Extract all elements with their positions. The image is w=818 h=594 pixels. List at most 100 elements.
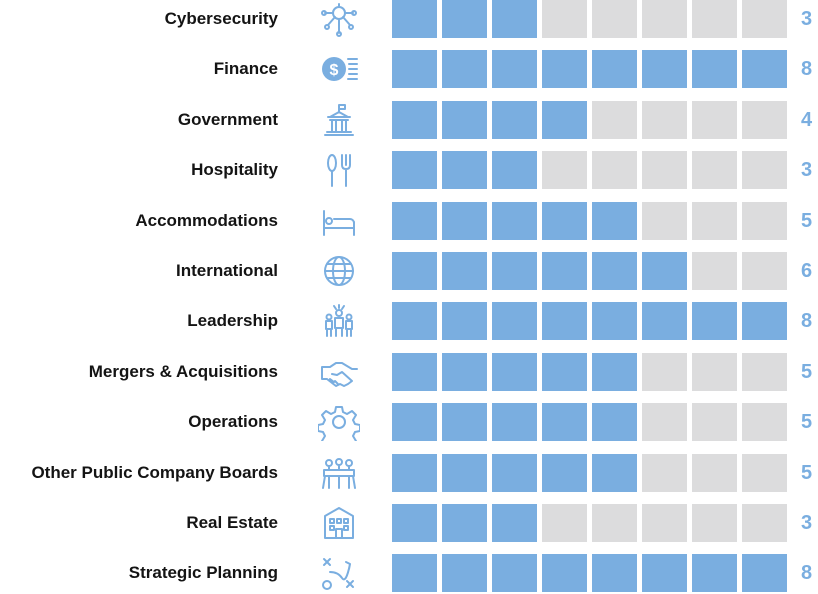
- bar-segment-filled: [442, 302, 487, 341]
- bar-segment-filled: [392, 0, 437, 38]
- bar-segment-empty: [692, 403, 737, 442]
- bar-segment-filled: [592, 50, 637, 89]
- bar-segment-filled: [392, 554, 437, 593]
- bar-segment-empty: [742, 252, 787, 290]
- bar-segment-filled: [492, 50, 537, 89]
- value-label: 5: [800, 411, 813, 434]
- bar-segment-empty: [692, 0, 737, 38]
- spoon-fork-icon: [318, 151, 360, 189]
- bar-segment-empty: [542, 504, 587, 542]
- bar-segment-empty: [742, 151, 787, 190]
- bar-segment-filled: [492, 554, 537, 593]
- bar-segment-empty: [692, 252, 737, 290]
- bar-segment-filled: [542, 403, 587, 442]
- bar-segment-filled: [442, 151, 487, 190]
- bar-segment-empty: [742, 453, 787, 492]
- bar-segment-filled: [392, 352, 437, 391]
- value-label: 5: [800, 209, 813, 232]
- bar-segment-filled: [442, 554, 487, 593]
- circuit-brain-icon: [318, 0, 360, 38]
- bar-segment-filled: [392, 151, 437, 190]
- category-label: Cybersecurity: [164, 9, 278, 28]
- value-label: 6: [800, 260, 813, 282]
- bar-segment-filled: [492, 100, 537, 139]
- bar-segment-filled: [492, 302, 537, 341]
- bar-segment-empty: [692, 504, 737, 542]
- bar-segment-filled: [692, 50, 737, 89]
- bar-segment-filled: [392, 453, 437, 492]
- bar-segment-filled: [692, 302, 737, 341]
- bar-segment-empty: [742, 0, 787, 38]
- bar-segment-filled: [492, 201, 537, 240]
- chart-row: Hospitality 3: [0, 151, 818, 190]
- bar-segment-empty: [692, 151, 737, 190]
- bar-segment-filled: [542, 302, 587, 341]
- bar-segment-empty: [642, 0, 687, 38]
- bar-segment-empty: [742, 201, 787, 240]
- bar-segment-filled: [442, 403, 487, 442]
- bar-segment-filled: [592, 302, 637, 341]
- category-label: Government: [177, 109, 278, 129]
- bar-segment-filled: [392, 100, 437, 139]
- bar-segment-empty: [692, 100, 737, 139]
- value-label: 8: [800, 562, 813, 585]
- chart-row: Government 4: [0, 100, 818, 139]
- chart-row: Finance $8: [0, 50, 818, 89]
- bar-segment-filled: [592, 403, 637, 442]
- bar-segment-empty: [692, 453, 737, 492]
- bar-segment-filled: [592, 554, 637, 593]
- bar-segment-filled: [692, 554, 737, 593]
- bar-segment-filled: [492, 252, 537, 290]
- globe-icon: [318, 252, 360, 290]
- bar-segment-filled: [492, 403, 537, 442]
- bar-segment-filled: [442, 453, 487, 492]
- chart-row: Accommodations 5: [0, 201, 818, 240]
- bar-segment-filled: [742, 302, 787, 341]
- value-label: 5: [800, 461, 813, 484]
- bar-segment-filled: [492, 0, 537, 38]
- category-label: Operations: [188, 412, 278, 432]
- bar-segment-filled: [742, 50, 787, 89]
- bar-segment-filled: [542, 352, 587, 391]
- bar-segment-filled: [492, 453, 537, 492]
- real-estate-building-icon: [318, 504, 360, 542]
- value-label: 3: [800, 512, 813, 534]
- bar-segment-empty: [642, 352, 687, 391]
- bar-segment-filled: [642, 554, 687, 593]
- bar-segment-filled: [592, 453, 637, 492]
- bar-segment-filled: [592, 201, 637, 240]
- bar-segment-empty: [542, 151, 587, 190]
- leadership-people-icon: [318, 302, 360, 340]
- bar-segment-filled: [492, 352, 537, 391]
- bar-segment-empty: [642, 201, 687, 240]
- bar-segment-empty: [642, 151, 687, 190]
- chart-row: Operations 5: [0, 403, 818, 442]
- bar-segment-empty: [542, 0, 587, 38]
- bar-segment-filled: [442, 0, 487, 38]
- bar-segment-empty: [742, 352, 787, 391]
- bar-segment-empty: [642, 504, 687, 542]
- bar-segment-filled: [592, 352, 637, 391]
- category-label: Leadership: [187, 311, 278, 331]
- bar-segment-filled: [442, 201, 487, 240]
- value-label: 5: [800, 360, 813, 383]
- bar-segment-filled: [542, 252, 587, 290]
- boardroom-table-icon: [318, 454, 360, 492]
- money-coins-icon: $: [318, 50, 360, 88]
- bar-segment-empty: [692, 201, 737, 240]
- svg-text:$: $: [330, 62, 339, 79]
- value-label: 3: [800, 159, 813, 182]
- bar-segment-empty: [742, 504, 787, 542]
- bar-segment-filled: [742, 554, 787, 593]
- bar-segment-filled: [392, 252, 437, 290]
- chart-row: Cybersecurity 3: [0, 0, 818, 38]
- bar-segment-empty: [642, 453, 687, 492]
- bar-segment-filled: [442, 504, 487, 542]
- value-label: 8: [800, 58, 813, 81]
- category-label: Hospitality: [191, 160, 278, 180]
- bar-segment-filled: [442, 100, 487, 139]
- bar-segment-filled: [492, 504, 537, 542]
- bar-segment-empty: [742, 100, 787, 139]
- bar-segment-filled: [592, 252, 637, 290]
